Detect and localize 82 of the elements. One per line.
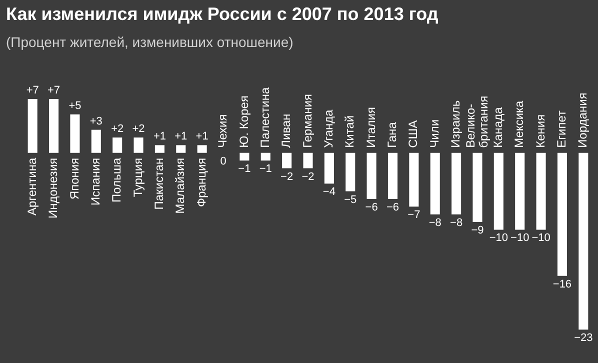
bar: [515, 152, 525, 230]
x-tick-label: Чили: [427, 119, 442, 148]
bar: [366, 152, 376, 199]
x-tick-label: Китай: [342, 115, 357, 148]
bar: [240, 152, 250, 161]
data-label: +2: [111, 123, 124, 136]
data-label: −7: [408, 209, 420, 222]
data-label: 0: [220, 155, 226, 168]
bar: [197, 145, 207, 153]
data-label: −5: [344, 194, 357, 206]
x-tick-label: Канада: [490, 106, 505, 148]
bar: [134, 137, 144, 153]
x-tick-label: Франция: [194, 158, 208, 208]
data-label: −16: [552, 278, 572, 290]
bar: [388, 152, 398, 199]
x-tick-label: Гана: [385, 122, 400, 148]
bar: [154, 145, 164, 153]
data-label: −1: [238, 163, 251, 176]
bar: [260, 152, 270, 161]
data-label: −6: [365, 202, 378, 214]
bar: [536, 152, 546, 230]
x-tick-label: Ливан: [279, 114, 294, 148]
bar: [472, 152, 482, 222]
x-tick-label: Иордания: [576, 92, 590, 148]
bar: [28, 99, 38, 153]
bar: [303, 152, 313, 168]
bar: [557, 152, 567, 276]
data-label: −1: [259, 163, 272, 176]
data-label: +7: [26, 84, 39, 97]
data-label: −10: [489, 232, 508, 244]
x-tick-label: Япония: [67, 158, 82, 200]
data-label: +2: [132, 123, 145, 136]
data-label: −6: [386, 202, 400, 214]
data-label: +3: [90, 115, 102, 128]
x-tick-label: Польша: [110, 158, 124, 202]
x-tick-label: Велико-британия: [463, 96, 490, 148]
x-tick-label: США: [406, 120, 420, 148]
bar: [282, 152, 292, 168]
x-tick-label: Кения: [533, 114, 548, 148]
x-tick-label: Турция: [130, 158, 145, 198]
x-tick-label: Германия: [300, 94, 314, 148]
x-tick-label: Аргентина: [24, 158, 39, 216]
bar: [112, 137, 122, 153]
bar: [49, 99, 59, 153]
x-tick-label: Египет: [554, 110, 569, 148]
data-label: +1: [153, 130, 166, 143]
bar: [409, 152, 419, 207]
x-tick-label: Палестина: [258, 87, 272, 148]
data-label: −23: [574, 332, 593, 344]
data-label: −9: [471, 224, 484, 237]
data-label: −2: [280, 170, 294, 183]
bar: [430, 152, 440, 214]
bar: [70, 114, 80, 153]
data-label: +1: [196, 130, 208, 143]
bar: [91, 130, 101, 153]
x-tick-label: Чехия: [216, 114, 230, 148]
bar: [494, 152, 504, 230]
x-tick-label: Уганда: [322, 109, 336, 148]
chart-title: Как изменился имидж России с 2007 по 2013 год: [6, 4, 438, 25]
x-tick-label: Италия: [364, 106, 378, 148]
chart-subtitle: (Процент жителей, изменивших отношение): [6, 34, 294, 50]
x-tick-label: Индонезия: [46, 158, 60, 219]
data-label: +7: [48, 84, 60, 97]
x-tick-label: Пакистан: [152, 158, 166, 210]
x-tick-label: Ю. Корея: [236, 96, 251, 148]
bar: [324, 152, 334, 184]
data-label: +1: [174, 130, 188, 143]
x-tick-label: Малайзия: [173, 158, 188, 214]
data-label: −10: [532, 232, 550, 244]
bar: [346, 152, 356, 192]
x-tick-label: Израиль: [448, 100, 463, 148]
bar: [176, 145, 186, 153]
bar: [578, 152, 588, 330]
data-label: −8: [450, 216, 463, 229]
data-label: −2: [302, 170, 314, 183]
data-label: +5: [68, 100, 82, 112]
bar: [452, 152, 462, 214]
data-label: −10: [510, 232, 530, 244]
data-label: −4: [322, 186, 336, 198]
x-tick-label: Испания: [88, 158, 102, 206]
data-label: −8: [428, 216, 442, 229]
x-tick-label: Мексика: [512, 100, 526, 148]
